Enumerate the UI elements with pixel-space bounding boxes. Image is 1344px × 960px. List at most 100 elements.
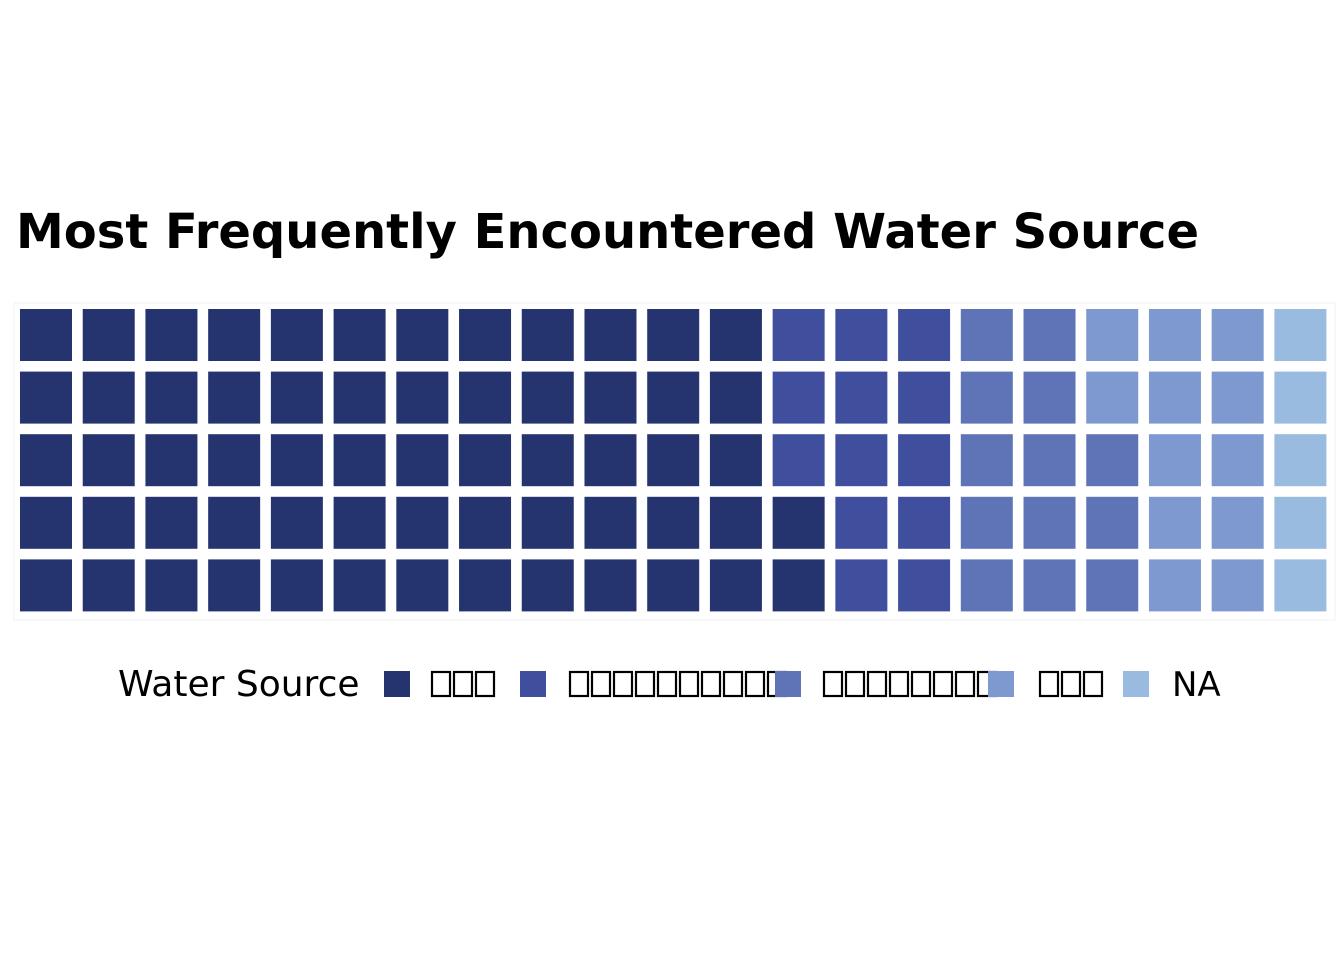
waffle-cell (1148, 496, 1201, 549)
waffle-cell (1023, 371, 1076, 424)
waffle-cell (1148, 309, 1201, 361)
waffle-cell (396, 371, 449, 424)
waffle-cell (960, 434, 1013, 487)
waffle-cell (82, 496, 135, 549)
missing-glyph-icon (700, 670, 722, 698)
legend-label: NA (1172, 665, 1221, 705)
waffle-cell (898, 496, 951, 549)
waffle-cell (270, 309, 323, 361)
waffle-cell (396, 309, 449, 361)
legend-label-placeholder-glyphs (1038, 670, 1104, 698)
waffle-cell (1274, 309, 1327, 361)
waffle-cell (1274, 496, 1327, 549)
missing-glyph-icon (744, 670, 766, 698)
waffle-cell (1274, 434, 1327, 487)
waffle-cell (333, 309, 386, 361)
waffle-cell (709, 309, 762, 361)
waffle-cell (459, 309, 512, 361)
legend: Water Source NA (118, 664, 1221, 705)
waffle-cell (709, 434, 762, 487)
waffle-cell (772, 434, 825, 487)
missing-glyph-icon (954, 670, 976, 698)
waffle-cell (1148, 434, 1201, 487)
legend-swatch (775, 671, 801, 697)
waffle-cell (898, 434, 951, 487)
waffle-cell (521, 371, 574, 424)
waffle-cell (584, 496, 637, 549)
missing-glyph-icon (888, 670, 910, 698)
missing-glyph-icon (866, 670, 888, 698)
waffle-cell (1211, 434, 1264, 487)
waffle-cell (521, 496, 574, 549)
waffle-cell (208, 371, 261, 424)
missing-glyph-icon (656, 670, 678, 698)
waffle-cell (898, 559, 951, 612)
waffle-cell (396, 559, 449, 612)
waffle-cell (898, 309, 951, 361)
waffle-cell (396, 496, 449, 549)
missing-glyph-icon (844, 670, 866, 698)
waffle-cell (1211, 309, 1264, 361)
missing-glyph-icon (722, 670, 744, 698)
waffle-cell (1086, 496, 1139, 549)
waffle-cell (647, 496, 700, 549)
waffle-cell (1086, 559, 1139, 612)
waffle-cell (1023, 559, 1076, 612)
waffle-cell (709, 559, 762, 612)
waffle-cell (584, 371, 637, 424)
waffle-cell (1274, 371, 1327, 424)
waffle-cell (20, 496, 72, 549)
waffle-cell (647, 434, 700, 487)
waffle-cell (960, 496, 1013, 549)
waffle-cell (208, 434, 261, 487)
waffle-cell (333, 559, 386, 612)
waffle-cell (145, 309, 198, 361)
legend-swatch (1123, 671, 1149, 697)
waffle-cell (270, 371, 323, 424)
missing-glyph-icon (430, 670, 452, 698)
waffle-cell (145, 496, 198, 549)
waffle-cell (1274, 559, 1327, 612)
missing-glyph-icon (1038, 670, 1060, 698)
waffle-cell (270, 496, 323, 549)
waffle-cell (584, 559, 637, 612)
waffle-cell (960, 309, 1013, 361)
waffle-cell (960, 559, 1013, 612)
waffle-cell (960, 371, 1013, 424)
missing-glyph-icon (1060, 670, 1082, 698)
legend-swatch (988, 671, 1014, 697)
waffle-cell (396, 434, 449, 487)
waffle-cell (145, 559, 198, 612)
waffle-cell (145, 371, 198, 424)
waffle-cell (1148, 371, 1201, 424)
waffle-cell (20, 434, 72, 487)
waffle-cell (208, 559, 261, 612)
missing-glyph-icon (568, 670, 590, 698)
legend-label-placeholder-glyphs (822, 670, 998, 698)
waffle-cell (772, 496, 825, 549)
waffle-cell (145, 434, 198, 487)
waffle-cell (1023, 496, 1076, 549)
waffle-cell (1211, 559, 1264, 612)
waffle-cell (835, 559, 888, 612)
waffle-cell (1086, 371, 1139, 424)
waffle-cell (835, 434, 888, 487)
legend-label-placeholder-glyphs (568, 670, 788, 698)
missing-glyph-icon (612, 670, 634, 698)
waffle-cell (1211, 371, 1264, 424)
waffle-cell (772, 559, 825, 612)
legend-swatch (384, 671, 410, 697)
waffle-cell (459, 559, 512, 612)
waffle-cell (333, 496, 386, 549)
waffle-grid (13, 302, 1336, 621)
waffle-cell (459, 371, 512, 424)
waffle-cell (82, 434, 135, 487)
legend-title: Water Source (118, 664, 360, 705)
legend-swatch (520, 671, 546, 697)
missing-glyph-icon (590, 670, 612, 698)
waffle-cell (208, 309, 261, 361)
waffle-cell (647, 309, 700, 361)
waffle-cell (647, 371, 700, 424)
waffle-cell (521, 434, 574, 487)
